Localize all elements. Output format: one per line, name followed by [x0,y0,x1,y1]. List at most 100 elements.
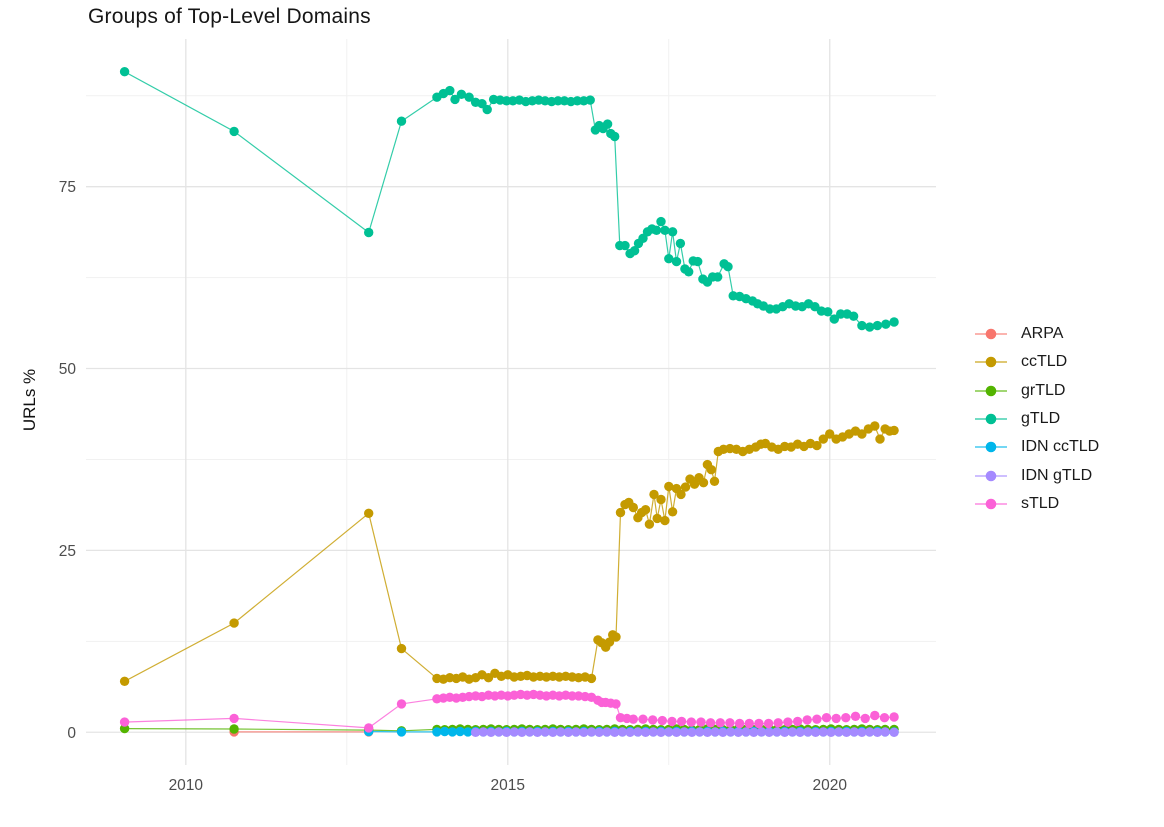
data-point-IDN-gTLD [795,727,805,737]
data-point-IDN-gTLD [679,727,689,737]
data-point-IDN-gTLD [787,727,798,737]
data-point-IDN-gTLD [834,727,844,737]
data-point-ccTLD [680,482,691,492]
legend-item-grTLD: grTLD [973,377,1099,405]
data-point-sTLD [870,710,880,721]
legend-label: ARPA [1021,325,1064,343]
data-point-IDN-gTLD [478,727,488,737]
series-points-IDN-gTLD [470,727,899,737]
y-tick-label: 50 [59,361,77,378]
data-point-gTLD [651,225,662,235]
legend-label: ccTLD [1021,353,1068,371]
data-point-ccTLD [870,421,880,431]
data-point-IDN-ccTLD [447,727,458,737]
legend-key-icon [975,357,1007,368]
data-point-IDN-gTLD [764,727,774,737]
legend-item-IDN-ccTLD: IDN ccTLD [973,433,1099,461]
data-point-sTLD [763,718,774,729]
data-point-ccTLD [652,513,662,524]
legend-item-IDN-gTLD: IDN gTLD [973,461,1099,489]
data-point-gTLD [693,256,703,267]
data-point-ccTLD [676,489,686,500]
data-point-gTLD [456,89,467,100]
data-point-ccTLD [889,425,899,436]
data-point-sTLD [783,717,793,727]
data-point-IDN-gTLD [532,727,543,737]
data-point-ccTLD [396,643,407,654]
data-point-sTLD [667,716,677,727]
data-point-gTLD [857,320,867,331]
legend-item-ARPA: ARPA [973,320,1099,348]
data-point-sTLD [686,717,696,727]
data-point-sTLD [889,712,899,722]
data-point-IDN-gTLD [718,727,728,737]
data-point-gTLD [572,96,582,106]
data-point-IDN-gTLD [872,727,883,737]
data-point-sTLD [802,715,812,725]
series-points-sTLD [119,689,899,733]
data-point-sTLD [628,714,638,724]
legend-key-icon [975,413,1007,425]
data-point-gTLD [656,216,666,227]
data-point-IDN-gTLD [517,727,527,737]
data-point-IDN-gTLD [563,727,573,737]
data-point-sTLD [773,718,783,728]
data-point-IDN-gTLD [741,727,751,737]
legend-key-icon [975,385,1007,397]
data-point-ccTLD [611,632,621,642]
legend-label: gTLD [1021,410,1061,428]
data-point-sTLD [396,699,407,709]
data-point-ccTLD [667,507,678,517]
data-point-IDN-gTLD [664,727,674,737]
data-point-IDN-gTLD [494,727,504,737]
data-point-sTLD [648,715,658,725]
legend-label: IDN ccTLD [1021,438,1100,456]
data-point-IDN-gTLD [756,727,767,737]
data-point-ccTLD [857,429,867,439]
data-point-sTLD [792,716,803,727]
data-point-IDN-gTLD [671,727,682,737]
data-point-sTLD [831,713,841,724]
data-point-IDN-gTLD [640,727,651,737]
data-point-sTLD [821,713,832,723]
data-point-IDN-gTLD [749,727,759,737]
data-point-IDN-gTLD [725,727,736,737]
data-point-gTLD [610,131,620,142]
data-point-IDN-ccTLD [432,727,442,737]
data-point-ccTLD [656,494,666,505]
data-point-IDN-gTLD [633,727,643,737]
data-point-sTLD [611,699,621,709]
data-point-ccTLD [119,676,130,686]
data-point-gTLD [671,256,682,267]
data-point-gTLD [396,116,407,126]
x-tick-label: 2010 [169,777,204,794]
data-point-ccTLD [586,673,597,684]
data-point-IDN-gTLD [555,727,566,737]
x-tick-label: 2015 [491,777,525,794]
data-point-IDN-gTLD [849,727,859,737]
data-point-IDN-gTLD [710,727,720,737]
data-point-sTLD [841,713,851,723]
data-point-IDN-gTLD [548,727,558,737]
series-points-ccTLD [119,421,899,686]
data-point-IDN-gTLD [509,727,519,737]
data-point-gTLD [660,225,670,235]
data-point-ccTLD [825,429,835,439]
data-point-sTLD [860,713,870,724]
x-tick-label: 2020 [813,777,848,794]
data-point-ccTLD [229,618,239,628]
data-point-gTLD [664,254,674,264]
data-point-IDN-gTLD [880,727,890,737]
data-point-gTLD [602,119,613,129]
data-point-IDN-gTLD [594,727,604,737]
data-point-gTLD [872,320,883,331]
data-point-IDN-ccTLD [396,727,407,737]
data-point-IDN-gTLD [733,727,743,737]
data-point-gTLD [445,85,455,96]
data-point-gTLD [684,267,694,277]
data-point-IDN-gTLD [617,727,628,737]
data-point-gTLD [667,227,678,237]
data-point-grTLD [229,724,239,734]
data-point-IDN-gTLD [648,727,658,737]
